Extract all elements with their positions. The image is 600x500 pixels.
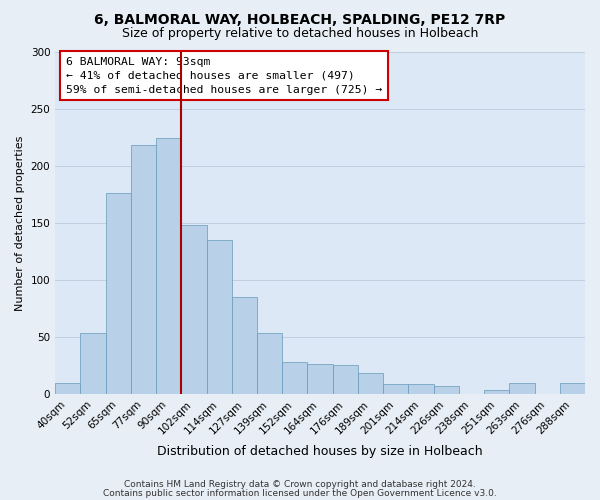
Y-axis label: Number of detached properties: Number of detached properties — [15, 136, 25, 310]
Bar — [257, 332, 282, 394]
Bar — [232, 298, 257, 394]
Bar — [206, 240, 232, 394]
Bar — [282, 362, 307, 394]
Bar — [560, 383, 585, 394]
Bar — [358, 372, 383, 394]
Text: Contains HM Land Registry data © Crown copyright and database right 2024.: Contains HM Land Registry data © Crown c… — [124, 480, 476, 489]
Text: Contains public sector information licensed under the Open Government Licence v3: Contains public sector information licen… — [103, 488, 497, 498]
Bar — [509, 383, 535, 394]
Bar — [181, 226, 206, 394]
Bar — [383, 384, 409, 394]
Bar — [307, 364, 332, 394]
Text: Size of property relative to detached houses in Holbeach: Size of property relative to detached ho… — [122, 28, 478, 40]
Bar — [434, 386, 459, 394]
X-axis label: Distribution of detached houses by size in Holbeach: Distribution of detached houses by size … — [157, 444, 483, 458]
Bar — [106, 194, 131, 394]
Bar — [156, 138, 181, 394]
Bar — [55, 383, 80, 394]
Bar — [80, 332, 106, 394]
Text: 6 BALMORAL WAY: 93sqm
← 41% of detached houses are smaller (497)
59% of semi-det: 6 BALMORAL WAY: 93sqm ← 41% of detached … — [66, 56, 382, 94]
Bar — [484, 390, 509, 394]
Bar — [131, 145, 156, 394]
Bar — [332, 364, 358, 394]
Bar — [409, 384, 434, 394]
Text: 6, BALMORAL WAY, HOLBEACH, SPALDING, PE12 7RP: 6, BALMORAL WAY, HOLBEACH, SPALDING, PE1… — [94, 12, 506, 26]
